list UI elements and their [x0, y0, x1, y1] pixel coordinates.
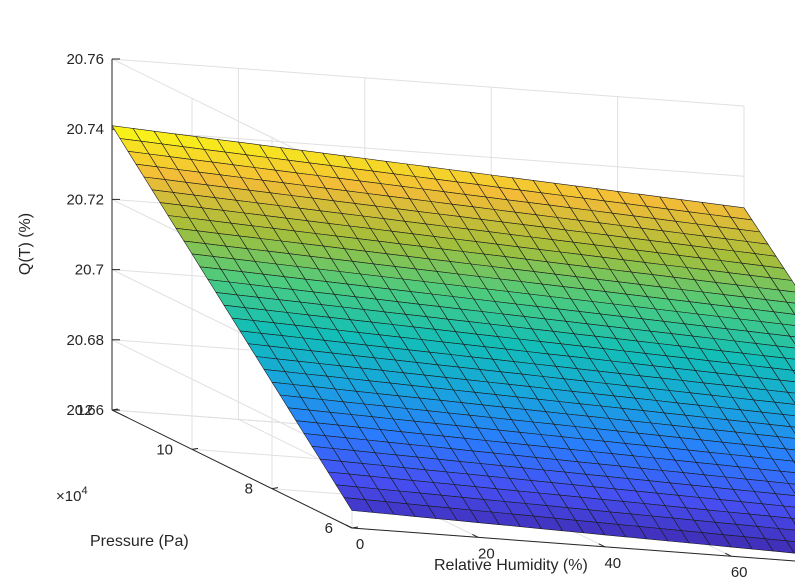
surface-mesh	[111, 125, 795, 554]
surface-patch	[772, 458, 795, 474]
y-exponent-power: 4	[81, 485, 87, 497]
surface-patch	[775, 493, 795, 508]
surface-patch	[785, 448, 795, 462]
z-axis-label: Q(T) (%)	[17, 213, 34, 275]
surface-patch	[776, 345, 795, 360]
y-exponent-base: ×10	[56, 488, 81, 505]
y-tick-mark	[111, 408, 119, 411]
z-tick-label: 20.72	[66, 191, 104, 208]
surface-patch	[784, 357, 795, 371]
surface-patch	[774, 401, 795, 417]
x-axis-line	[351, 527, 795, 562]
y-tick-label: 6	[325, 520, 333, 537]
surface-patch	[766, 389, 795, 405]
x-tick-label: 0	[356, 536, 364, 553]
z-tick-label: 20.66	[66, 402, 104, 419]
surface-patch	[770, 277, 795, 293]
surface-patch	[773, 311, 795, 326]
surface-patch	[769, 424, 795, 439]
surface-patch	[770, 515, 795, 531]
x-tick-mark	[345, 524, 353, 529]
surface-patch	[771, 367, 795, 383]
surface-patch	[788, 483, 795, 495]
grid-line-back-wall-z	[111, 58, 745, 107]
y-tick-label: 8	[245, 481, 253, 498]
surface-patch	[779, 379, 795, 394]
surface-patch	[778, 289, 795, 304]
surface-patch	[777, 436, 795, 451]
x-axis-label: Relative Humidity (%)	[434, 557, 588, 574]
x-tick-label: 20	[478, 545, 495, 562]
surface-patch	[778, 528, 795, 542]
surface-patch	[786, 301, 795, 315]
x-tick-label: 60	[731, 564, 748, 578]
surface-patch	[767, 480, 795, 496]
z-tick-label: 20.74	[66, 121, 104, 138]
surface-patch	[789, 335, 795, 345]
surface-patch	[783, 505, 795, 519]
y-tick-label: 12	[76, 402, 93, 419]
y-tick-mark	[191, 447, 199, 450]
z-tick-label: 20.76	[66, 51, 104, 68]
y-tick-label: 10	[156, 441, 173, 458]
y-exponent-label: ×104	[56, 485, 88, 505]
tick-labels: 20.66 20.68 20.7 20.72 20.74 20.76 6 8 10 12 0 20 40…	[66, 51, 748, 578]
surface-patch	[768, 333, 795, 349]
surface-patch	[781, 323, 795, 338]
y-tick-mark	[271, 487, 279, 490]
z-tick-label: 20.68	[66, 332, 104, 349]
grid-line-back-wall-z	[111, 128, 745, 177]
surface-patch	[790, 426, 795, 434]
y-tick-mark	[351, 526, 359, 529]
surface-patch	[792, 369, 795, 375]
surface-patch	[786, 540, 795, 554]
x-tick-mark	[724, 552, 732, 557]
x-tick-mark	[598, 543, 606, 548]
surface-patch	[782, 414, 795, 428]
surface-patch	[787, 391, 795, 404]
y-axis-line	[111, 409, 353, 529]
y-axis-label: Pressure (Pa)	[90, 533, 189, 550]
x-tick-mark	[472, 533, 479, 538]
z-tick-label: 20.7	[75, 262, 104, 279]
surface-patch	[791, 517, 795, 525]
x-tick-label: 40	[604, 555, 621, 572]
